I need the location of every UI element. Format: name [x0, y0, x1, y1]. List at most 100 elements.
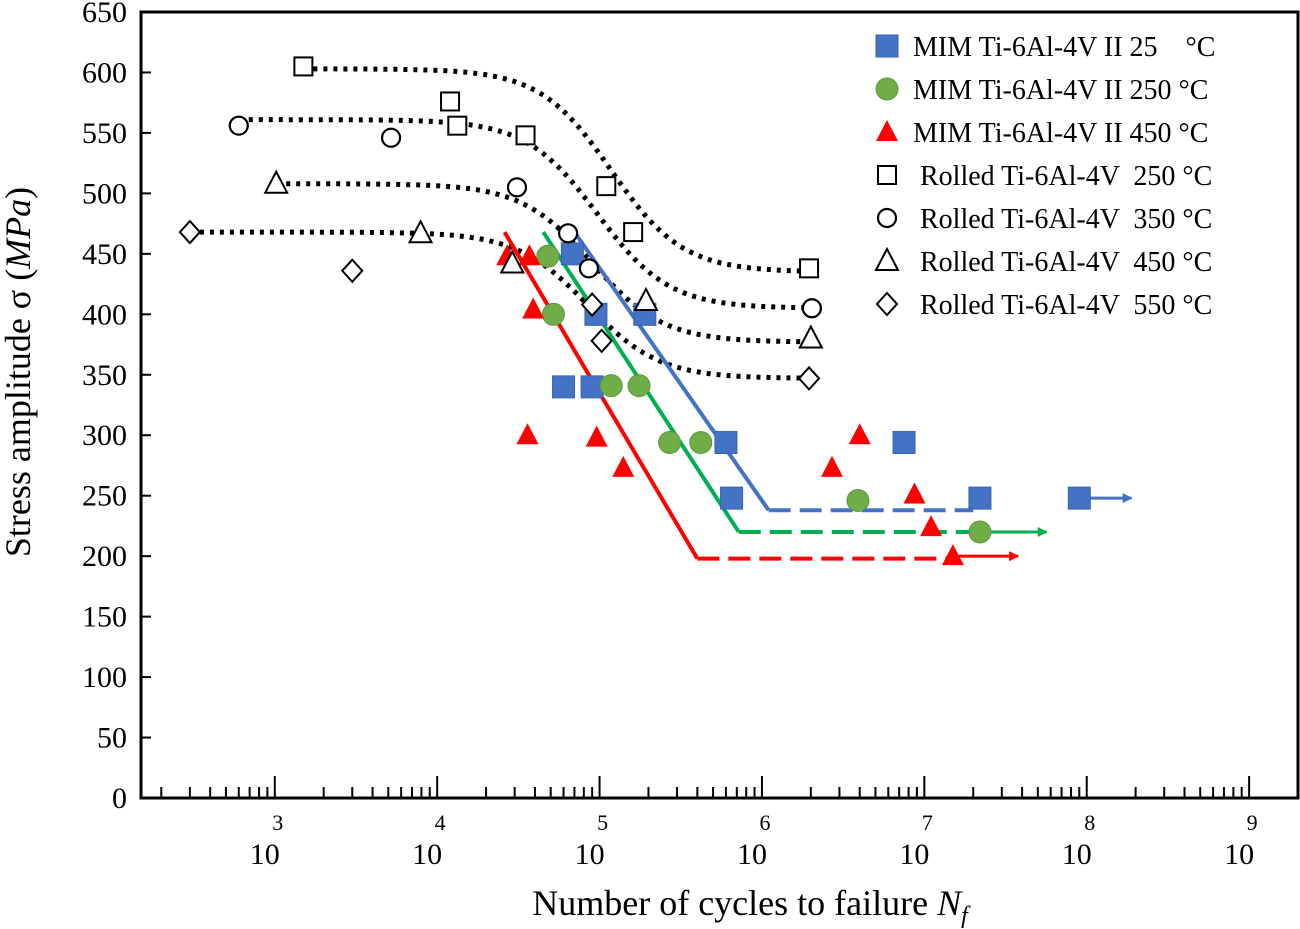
data-point	[892, 430, 916, 454]
marker-shape	[596, 176, 617, 197]
legend-marker	[876, 207, 898, 229]
data-point	[798, 324, 824, 349]
legend-marker	[874, 246, 900, 271]
data-point	[720, 486, 744, 510]
y-tick-label: 150	[82, 601, 127, 634]
y-tick-label: 450	[82, 238, 127, 271]
data-point	[689, 430, 713, 454]
marker-shape	[968, 486, 992, 510]
fit-curve	[303, 66, 810, 274]
fit-curve	[276, 181, 811, 345]
x-axis-title: Number of cycles to failure Nf	[532, 883, 971, 929]
data-point	[440, 91, 461, 112]
marker-shape	[875, 77, 899, 101]
marker-shape	[506, 177, 528, 198]
marker-shape	[612, 455, 635, 477]
marker-shape	[552, 375, 576, 399]
legend-label: Rolled Ti-6Al-4V 550 °C	[920, 290, 1212, 321]
x-tick-label: 10	[250, 838, 280, 871]
data-point	[578, 258, 600, 279]
marker-shape	[848, 423, 871, 445]
data-point	[552, 375, 576, 399]
marker-shape	[590, 328, 614, 354]
data-point	[515, 125, 536, 146]
y-tick-label: 0	[112, 782, 127, 815]
data-point	[627, 374, 651, 398]
marker-shape	[557, 223, 579, 244]
axis-ticks: 0 50 100 150 200 250 300 350 400 450 500 550 600 650 1…	[82, 0, 1299, 871]
data-point	[541, 302, 565, 326]
data-point	[821, 455, 844, 477]
data-point	[340, 258, 364, 284]
data-point	[506, 177, 528, 198]
marker-shape	[518, 244, 541, 266]
data-point	[658, 430, 682, 454]
marker-shape	[263, 169, 289, 194]
marker-shape	[585, 425, 608, 447]
legend-label: Rolled Ti-6Al-4V 250 °C	[920, 161, 1212, 192]
marker-shape	[599, 374, 623, 398]
data-point	[590, 328, 614, 354]
marker-shape	[799, 258, 820, 279]
x-tick-label: 10	[1062, 838, 1092, 871]
marker-shape	[658, 430, 682, 454]
marker-shape	[941, 544, 964, 566]
data-point	[596, 176, 617, 197]
plot-area	[178, 56, 1133, 566]
marker-shape	[560, 242, 584, 266]
data-point	[968, 520, 992, 544]
legend-marker	[875, 77, 899, 101]
fit-curve	[238, 117, 812, 311]
y-tick-label: 500	[82, 177, 127, 210]
marker-shape	[1067, 486, 1091, 510]
y-tick-label: 650	[82, 0, 127, 29]
data-point	[941, 544, 964, 566]
marker-shape	[340, 258, 364, 284]
marker-shape	[801, 298, 822, 319]
x-tick-label: 10	[575, 838, 605, 871]
marker-shape	[720, 486, 744, 510]
data-point	[407, 219, 434, 244]
data-point	[846, 489, 870, 513]
data-point	[178, 219, 202, 245]
x-tick-exponent: 8	[1084, 810, 1095, 835]
data-point	[516, 423, 539, 445]
marker-shape	[821, 455, 844, 477]
marker-shape	[875, 291, 899, 317]
x-tick-label: 10	[412, 838, 442, 871]
legend-label: MIM Ti-6Al-4V II 25 °C	[913, 32, 1215, 63]
x-tick-exponent: 6	[759, 810, 770, 835]
marker-shape	[714, 430, 738, 454]
marker-shape	[440, 91, 461, 112]
marker-shape	[580, 292, 604, 318]
x-tick-exponent: 5	[597, 810, 608, 835]
data-point	[633, 286, 659, 312]
data-point	[263, 169, 289, 194]
marker-shape	[876, 207, 898, 229]
marker-shape	[876, 120, 898, 141]
marker-shape	[578, 258, 600, 279]
data-point	[599, 374, 623, 398]
marker-shape	[293, 56, 314, 77]
marker-shape	[541, 302, 565, 326]
marker-shape	[633, 286, 659, 312]
marker-shape	[178, 219, 202, 245]
marker-shape	[627, 374, 651, 398]
y-axis-title: Stress amplitude σ (MPa)	[0, 187, 38, 557]
data-point	[536, 244, 560, 268]
legend-marker	[876, 120, 898, 141]
marker-shape	[903, 482, 926, 504]
y-tick-label: 300	[82, 419, 127, 452]
marker-shape	[846, 489, 870, 513]
data-point	[557, 223, 579, 244]
y-tick-label: 400	[82, 298, 127, 331]
marker-shape	[892, 430, 916, 454]
data-point	[228, 115, 249, 136]
legend: MIM Ti-6Al-4V II 25 °C MIM Ti-6Al-4V II 2…	[874, 32, 1215, 321]
legend-label: MIM Ti-6Al-4V II 450 °C	[913, 118, 1208, 149]
legend-label: Rolled Ti-6Al-4V 350 °C	[920, 204, 1212, 235]
x-tick-label: 10	[899, 838, 929, 871]
data-point	[522, 297, 545, 319]
y-tick-label: 200	[82, 540, 127, 573]
